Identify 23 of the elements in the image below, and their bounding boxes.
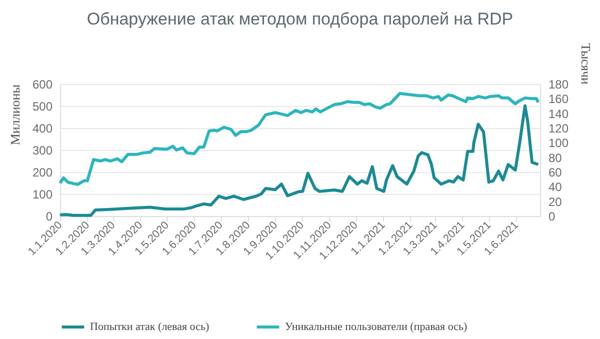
legend-label: Уникальные пользователи (правая ось)	[285, 321, 468, 333]
y-tick-label: 0	[46, 210, 53, 224]
y2-tick-label: 80	[548, 150, 562, 165]
y2-tick-label: 60	[548, 166, 562, 180]
y2-tick-label: 0	[548, 210, 556, 224]
legend-label: Попытки атак (левая ось)	[90, 321, 210, 333]
y-tick-label: 100	[32, 188, 53, 202]
y2-axis-title: Тысячи	[578, 43, 594, 85]
chart-title: Обнаружение атак методом подбора паролей на RDP	[86, 10, 514, 29]
y2-tick-label: 180	[548, 78, 569, 92]
y-axis-title: Миллионы	[7, 84, 22, 146]
y2-tick-label: 160	[548, 92, 569, 106]
y2-tick-label: 20	[548, 194, 562, 209]
y-tick-label: 200	[32, 166, 53, 180]
y-tick-label: 300	[32, 144, 53, 158]
y2-tick-label: 120	[548, 122, 569, 136]
y-tick-label: 500	[32, 100, 53, 114]
y-tick-label: 600	[32, 78, 53, 92]
line-series	[58, 92, 540, 186]
y-tick-label: 400	[32, 122, 53, 136]
y2-tick-label: 40	[548, 180, 562, 194]
y2-tick-label: 140	[548, 106, 569, 121]
y2-tick-label: 100	[548, 136, 569, 150]
